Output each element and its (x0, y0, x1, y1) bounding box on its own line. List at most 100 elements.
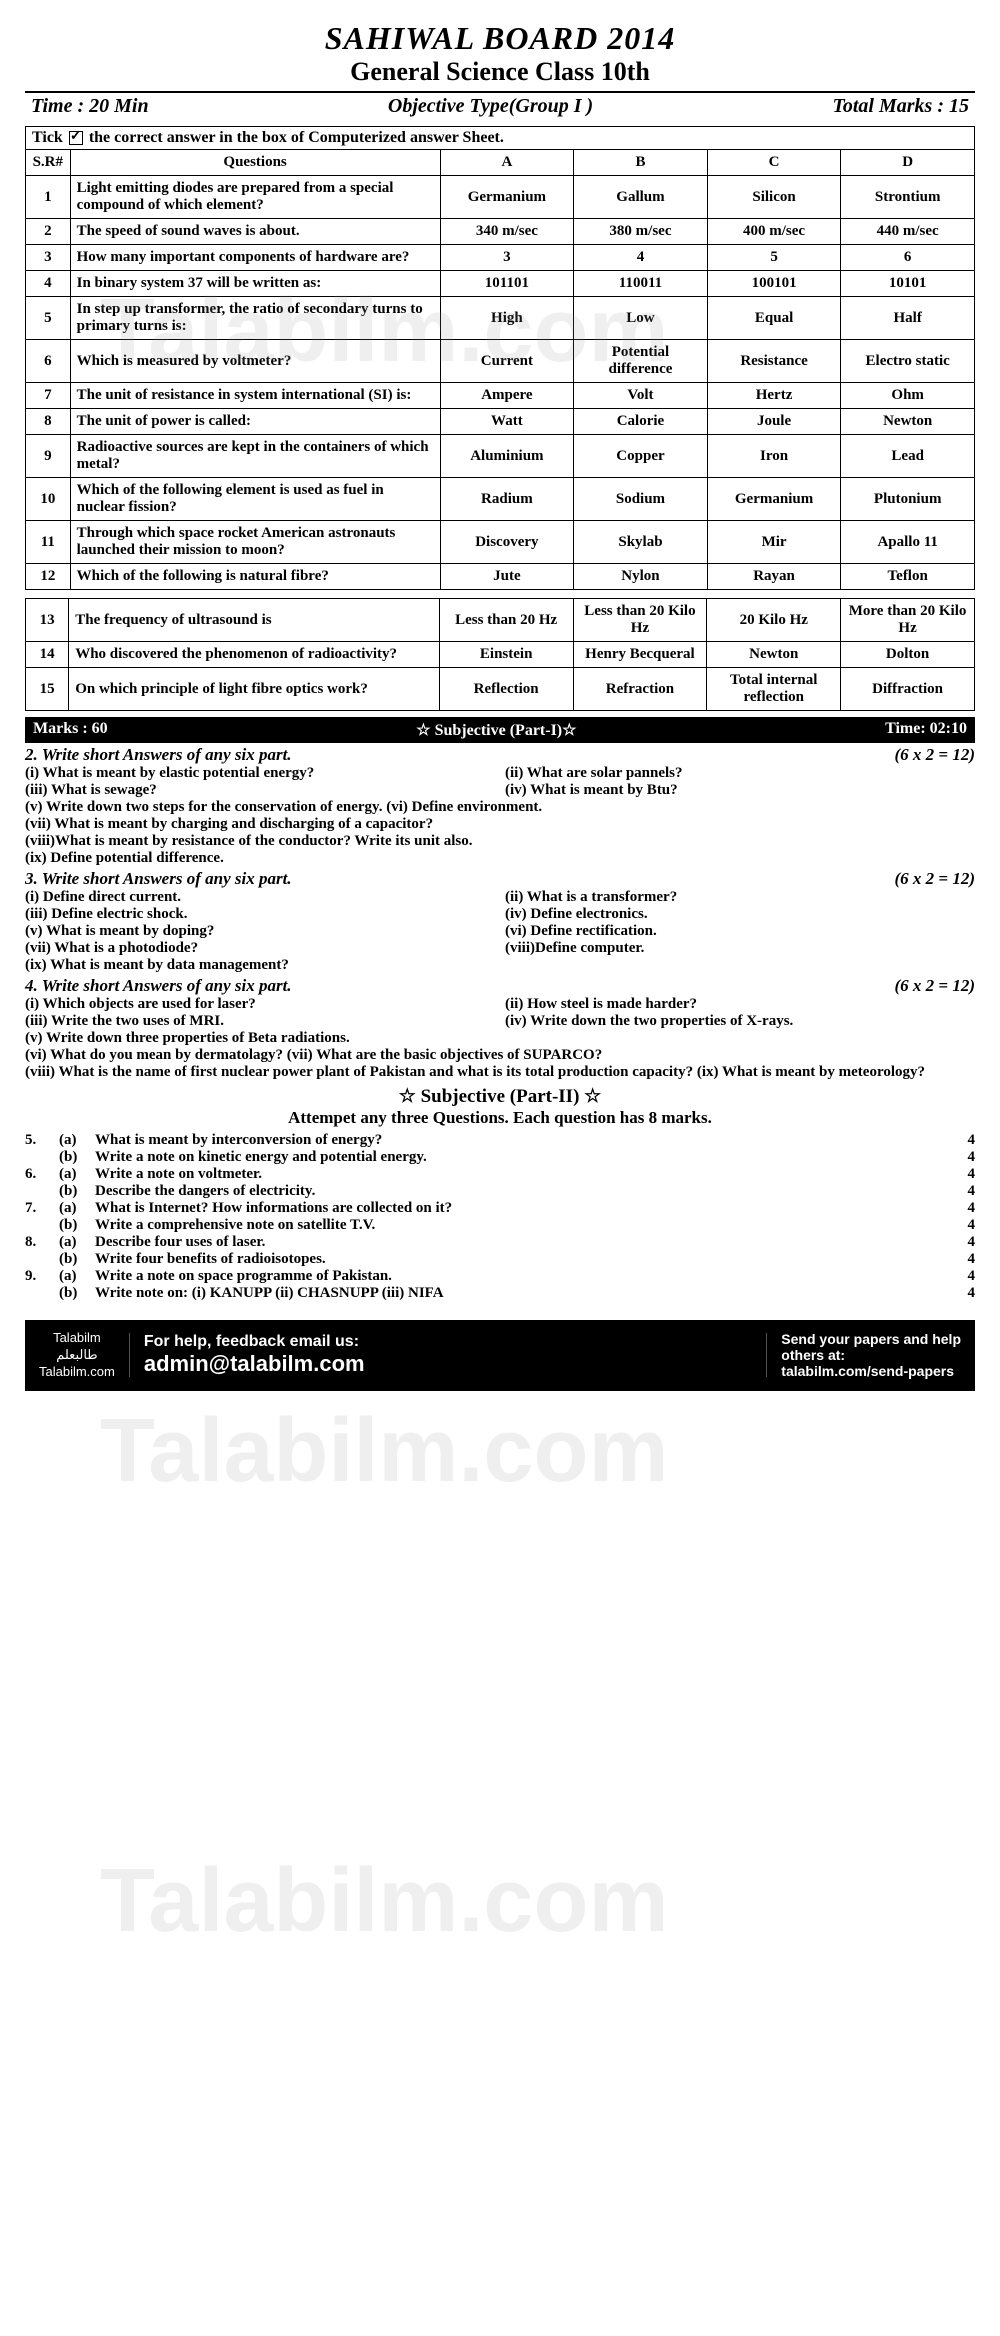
mcq-num: 10 (26, 478, 71, 521)
marks-label: Total Marks : 15 (832, 95, 969, 118)
mcq-num: 4 (26, 271, 71, 297)
mcq-opt-a: Reflection (439, 668, 573, 711)
lq-label: (b) (59, 1183, 95, 1200)
short-part: (i) Define direct current. (25, 889, 495, 906)
mcq-row: 3How many important components of hardwa… (26, 245, 975, 271)
part2-title: ☆ Subjective (Part-II) ☆ (25, 1085, 975, 1108)
mcq-num: 6 (26, 340, 71, 383)
mcq-question: The frequency of ultrasound is (69, 599, 440, 642)
mcq-opt-c: Hertz (707, 383, 841, 409)
mcq-question: How many important components of hardwar… (70, 245, 440, 271)
mcq-opt-b: Gallum (574, 176, 708, 219)
mcq-row: 2The speed of sound waves is about.340 m… (26, 219, 975, 245)
lq-marks: 4 (951, 1217, 975, 1234)
mcq-opt-d: Ohm (841, 383, 975, 409)
mcq-num: 2 (26, 219, 71, 245)
mcq-opt-d: Newton (841, 409, 975, 435)
lq-marks: 4 (951, 1149, 975, 1166)
mcq-opt-d: Apallo 11 (841, 521, 975, 564)
mcq-table-2: 13The frequency of ultrasound isLess tha… (25, 598, 975, 711)
short-part: (iv) What is meant by Btu? (505, 782, 975, 799)
mcq-opt-b: Sodium (574, 478, 708, 521)
q2-marks: (6 x 2 = 12) (894, 745, 975, 765)
short-part: (iii) What is sewage? (25, 782, 495, 799)
mcq-question: In step up transformer, the ratio of sec… (70, 297, 440, 340)
subj-time: Time: 02:10 (885, 720, 967, 740)
short-part: (vi) What do you mean by dermatolagy? (v… (25, 1047, 975, 1064)
lq-label: (b) (59, 1285, 95, 1302)
lq-label: (a) (59, 1234, 95, 1251)
lq-text: Write note on: (i) KANUPP (ii) CHASNUPP … (95, 1285, 951, 1302)
mcq-opt-c: Silicon (707, 176, 841, 219)
mcq-opt-a: High (440, 297, 574, 340)
mcq-opt-c: Rayan (707, 564, 841, 590)
mcq-row: 14Who discovered the phenomenon of radio… (26, 642, 975, 668)
short-part: (viii) What is the name of first nuclear… (25, 1064, 975, 1081)
mcq-opt-d: More than 20 Kilo Hz (841, 599, 975, 642)
col-sr: S.R# (26, 150, 71, 176)
short-part: (v) Write down three properties of Beta … (25, 1030, 975, 1047)
mcq-opt-c: 400 m/sec (707, 219, 841, 245)
lq-marks: 4 (951, 1166, 975, 1183)
short-part: (iv) Write down the two properties of X-… (505, 1013, 975, 1030)
col-c: C (707, 150, 841, 176)
mcq-opt-a: Watt (440, 409, 574, 435)
lq-num: 6. (25, 1166, 59, 1183)
mcq-opt-d: Dolton (841, 642, 975, 668)
mcq-opt-c: Newton (707, 642, 841, 668)
short-part: (ii) What is a transformer? (505, 889, 975, 906)
footer-brand: Talabilm طالبعلم Talabilm.com (39, 1330, 129, 1381)
mcq-num: 15 (26, 668, 69, 711)
footer-right: Send your papers and help others at: tal… (767, 1331, 961, 1379)
lq-text: What is Internet? How informations are c… (95, 1200, 951, 1217)
time-label: Time : 20 Min (31, 95, 149, 118)
instruction-pre: Tick (32, 129, 67, 146)
mcq-opt-d: 6 (841, 245, 975, 271)
mcq-num: 13 (26, 599, 69, 642)
lq-text: Write a note on space programme of Pakis… (95, 1268, 951, 1285)
col-q: Questions (70, 150, 440, 176)
mcq-question: Which is measured by voltmeter? (70, 340, 440, 383)
long-question: 9.(a)Write a note on space programme of … (25, 1268, 975, 1285)
mcq-opt-d: Lead (841, 435, 975, 478)
short-part: (iii) Write the two uses of MRI. (25, 1013, 495, 1030)
q4-marks: (6 x 2 = 12) (894, 976, 975, 996)
lq-label: (b) (59, 1149, 95, 1166)
lq-text: Write a comprehensive note on satellite … (95, 1217, 951, 1234)
mcq-question: Which of the following is natural fibre? (70, 564, 440, 590)
mcq-opt-b: 110011 (574, 271, 708, 297)
question-4: 4. Write short Answers of any six part. … (25, 976, 975, 1081)
short-part: (vi) Define rectification. (505, 923, 975, 940)
q3-head: 3. Write short Answers of any six part. (25, 869, 292, 889)
mcq-opt-b: Copper (574, 435, 708, 478)
mcq-opt-d: Strontium (841, 176, 975, 219)
mcq-num: 7 (26, 383, 71, 409)
short-part: (v) Write down two steps for the conserv… (25, 799, 975, 816)
mcq-opt-d: Electro static (841, 340, 975, 383)
mcq-opt-c: 20 Kilo Hz (707, 599, 841, 642)
watermark: Talabilm.com (100, 1850, 668, 1953)
checkbox-icon (69, 131, 83, 145)
long-question: 7.(a)What is Internet? How informations … (25, 1200, 975, 1217)
mcq-question: In binary system 37 will be written as: (70, 271, 440, 297)
lq-marks: 4 (951, 1132, 975, 1149)
mcq-opt-c: Germanium (707, 478, 841, 521)
long-question: (b)Write a comprehensive note on satelli… (25, 1217, 975, 1234)
mcq-opt-b: Refraction (573, 668, 707, 711)
mcq-opt-c: Equal (707, 297, 841, 340)
mcq-opt-c: Joule (707, 409, 841, 435)
mcq-opt-b: Potential difference (574, 340, 708, 383)
mcq-num: 5 (26, 297, 71, 340)
mcq-question: The unit of resistance in system interna… (70, 383, 440, 409)
q4-head: 4. Write short Answers of any six part. (25, 976, 292, 996)
mcq-opt-d: Teflon (841, 564, 975, 590)
mcq-row: 11Through which space rocket American as… (26, 521, 975, 564)
mcq-opt-a: 101101 (440, 271, 574, 297)
q2-head: 2. Write short Answers of any six part. (25, 745, 292, 765)
lq-label: (a) (59, 1132, 95, 1149)
paper-title: General Science Class 10th (25, 57, 975, 87)
mcq-opt-c: 5 (707, 245, 841, 271)
lq-text: Write four benefits of radioisotopes. (95, 1251, 951, 1268)
mcq-opt-b: Low (574, 297, 708, 340)
mcq-question: The speed of sound waves is about. (70, 219, 440, 245)
